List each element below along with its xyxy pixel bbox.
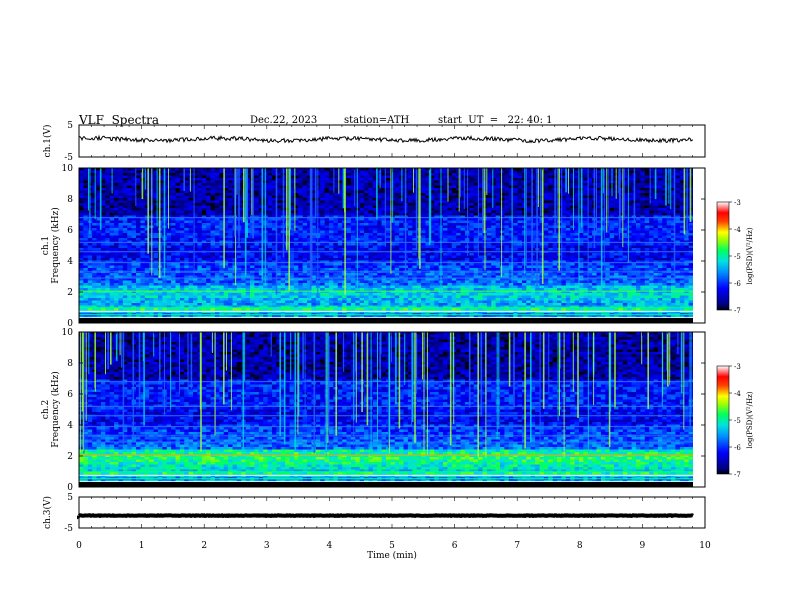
ch1-waveform-line <box>78 134 694 144</box>
x-tick-label: 8 <box>577 541 583 551</box>
ch2-spectrogram-ytick: 2 <box>67 452 73 462</box>
x-tick-label: 5 <box>389 541 395 551</box>
x-tick-label: 7 <box>514 541 520 551</box>
ch1-waveform-ytick: -5 <box>64 153 73 163</box>
colorbar-label: log(PSD)(V²/Hz) <box>746 391 754 448</box>
waveforms <box>77 134 694 520</box>
ch2-spectrogram-ytick: 8 <box>67 359 73 369</box>
x-tick-label: 1 <box>139 541 145 551</box>
ch1-spectrogram-ytick: 2 <box>67 288 73 298</box>
ch1-spectrogram-ylabel: Frequency (kHz) <box>50 207 61 284</box>
colorbar-tick: -4 <box>734 390 741 398</box>
ch2-spectrogram-ytick: 4 <box>67 421 73 431</box>
colorbar-tick: -3 <box>734 199 741 207</box>
ch1-spectrogram-channel-label: ch.1 <box>41 236 51 255</box>
ch1-waveform-ytick: 5 <box>67 121 73 131</box>
colorbar-label: log(PSD)(V²/Hz) <box>746 227 754 284</box>
ch1-waveform-ylabel: ch.1(V) <box>42 125 53 158</box>
start-time-label: start UT = 22: 40: 1 <box>438 115 553 126</box>
colorbar-tick: -5 <box>734 417 741 425</box>
ch3-waveform-frame <box>78 496 706 529</box>
panel-gap <box>79 323 693 332</box>
ch3-waveform-ylabel: ch.3(V) <box>42 496 53 529</box>
date-label: Dec.22, 2023 <box>250 115 318 126</box>
station-label: station=ATH <box>344 115 410 126</box>
colorbar-1 <box>716 201 730 311</box>
colorbar-tick: -5 <box>734 253 741 261</box>
ch2-spectrogram-ylabel: Frequency (kHz) <box>50 371 61 448</box>
ch2-spectrogram-ytick: 6 <box>67 390 73 400</box>
ch3-waveform-ytick: 5 <box>67 493 73 503</box>
colorbar-tick: -6 <box>734 444 741 452</box>
colorbar-2 <box>716 365 730 475</box>
colorbar-tick: -6 <box>734 280 741 288</box>
colorbar-tick: -3 <box>734 363 741 371</box>
x-axis-label: Time (min) <box>367 550 417 561</box>
x-tick-label: 6 <box>452 541 458 551</box>
ch1-spectrogram <box>79 168 693 323</box>
x-tick-label: 3 <box>264 541 270 551</box>
ch1-spectrogram-ytick: 0 <box>67 319 73 329</box>
ch3-waveform-ytick: -5 <box>64 524 73 534</box>
colorbar-tick: -7 <box>734 471 741 479</box>
ch1-spectrogram-ytick: 6 <box>67 226 73 236</box>
ch2-spectrogram-channel-label: ch.2 <box>41 400 51 419</box>
ch1-spectrogram-ytick: 4 <box>67 257 73 267</box>
x-tick-label: 4 <box>327 541 333 551</box>
x-tick-label: 9 <box>640 541 646 551</box>
colorbar-tick: -7 <box>734 307 741 315</box>
ch1-spectrogram-ytick: 10 <box>62 164 74 174</box>
ch3-waveform-line <box>77 513 694 520</box>
ch2-spectrogram <box>79 332 693 487</box>
chart-title: VLF Spectra <box>79 113 160 127</box>
colorbar-tick: -4 <box>734 226 741 234</box>
ch2-spectrogram-ytick: 0 <box>67 483 73 493</box>
ch1-spectrogram-ytick: 8 <box>67 195 73 205</box>
x-tick-label: 10 <box>699 541 711 551</box>
x-tick-label: 0 <box>76 541 82 551</box>
ch2-spectrogram-ytick: 10 <box>62 328 74 338</box>
x-tick-label: 2 <box>201 541 207 551</box>
